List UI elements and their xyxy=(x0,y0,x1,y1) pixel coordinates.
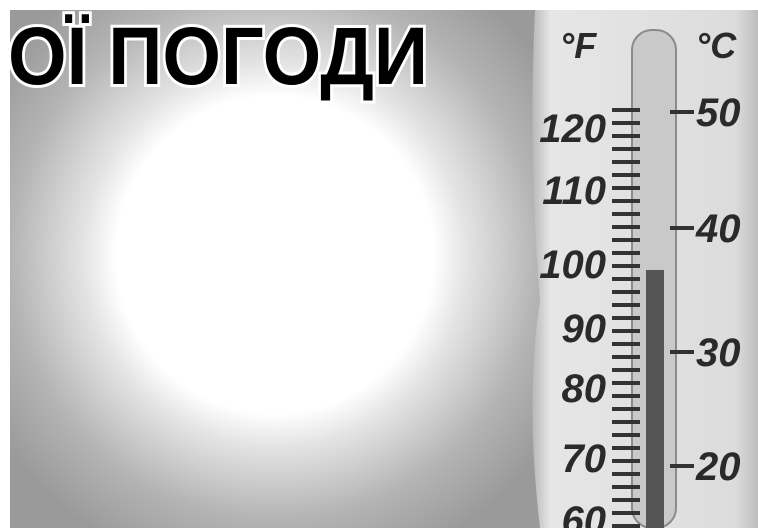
fahrenheit-unit: °F xyxy=(560,25,597,66)
fahrenheit-label: 70 xyxy=(562,437,607,481)
fahrenheit-label: 80 xyxy=(562,367,607,411)
celsius-unit: °C xyxy=(696,25,737,66)
fahrenheit-label: 60 xyxy=(562,499,607,528)
scale-ticks xyxy=(612,108,640,528)
fahrenheit-label: 120 xyxy=(539,107,606,151)
celsius-label: 20 xyxy=(695,445,741,489)
fahrenheit-label: 100 xyxy=(539,243,606,287)
headline: ОЇ ПОГОДИ xyxy=(8,11,428,102)
fahrenheit-label: 90 xyxy=(562,307,607,351)
celsius-label: 30 xyxy=(696,331,741,375)
celsius-label: 50 xyxy=(696,91,741,135)
celsius-label: 40 xyxy=(695,207,741,251)
fahrenheit-label: 110 xyxy=(542,169,606,213)
mercury xyxy=(646,270,664,528)
